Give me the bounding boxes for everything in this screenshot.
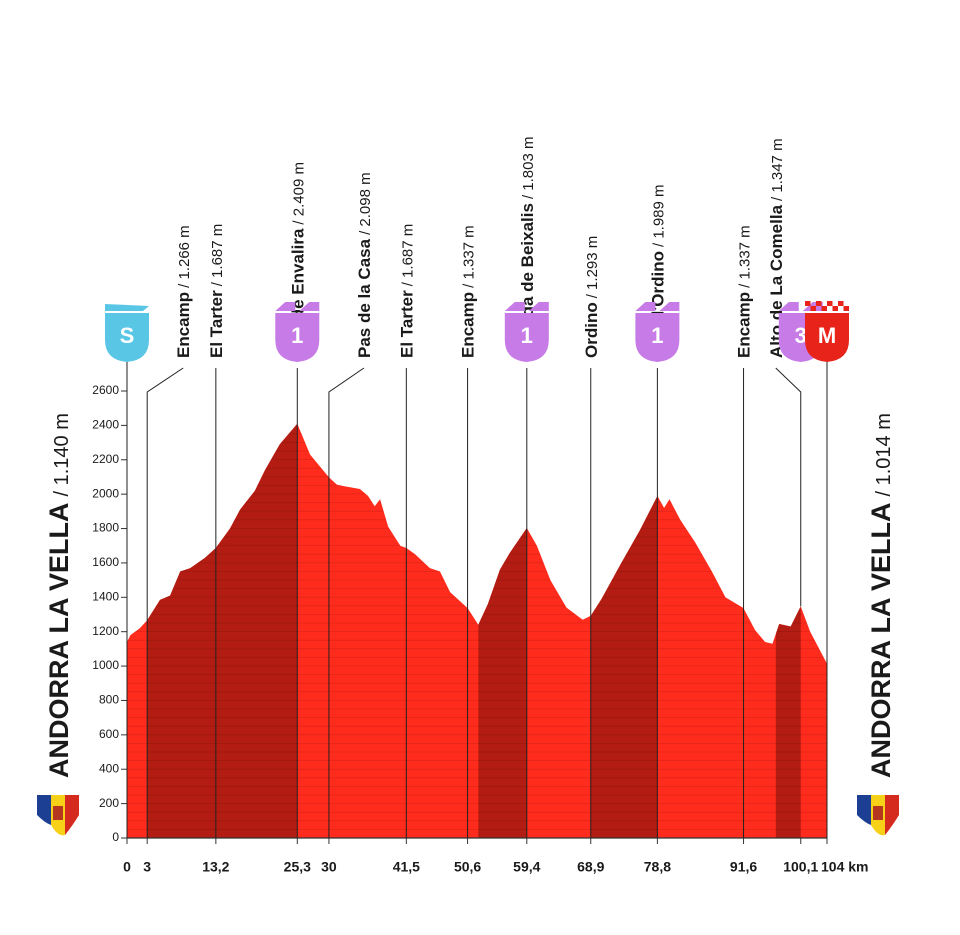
finish-flag bbox=[857, 795, 899, 836]
marker-check bbox=[843, 306, 849, 311]
x-tick-label: 50,6 bbox=[454, 859, 481, 875]
waypoint-label: Ordino / 1.293 m bbox=[582, 236, 601, 358]
waypoint-label: El Tarter / 1.687 m bbox=[397, 224, 416, 358]
y-tick-label: 0 bbox=[112, 830, 119, 844]
marker-flag bbox=[275, 302, 320, 311]
waypoint-altitude: / 2.098 m bbox=[357, 172, 374, 235]
x-tick-label: 0 bbox=[123, 859, 131, 875]
waypoint-name: Pas de la Casa bbox=[355, 238, 374, 358]
y-tick-label: 1200 bbox=[92, 624, 119, 638]
waypoint-altitude: / 1.687 m bbox=[399, 224, 416, 287]
y-tick-label: 2600 bbox=[92, 383, 119, 397]
marker: 1 bbox=[635, 302, 680, 362]
x-tick-label: 3 bbox=[143, 859, 151, 875]
y-tick-label: 800 bbox=[99, 693, 119, 707]
x-tick-label: 91,6 bbox=[730, 859, 757, 875]
marker-shield bbox=[805, 313, 849, 362]
waypoint-altitude: / 1.293 m bbox=[584, 236, 601, 299]
waypoint-altitude: / 1.803 m bbox=[520, 137, 537, 200]
marker-check bbox=[821, 306, 827, 311]
waypoint-altitude: / 1.347 m bbox=[769, 138, 786, 201]
leader-line bbox=[775, 367, 802, 607]
marker-flag bbox=[504, 302, 549, 311]
y-tick-label: 600 bbox=[99, 727, 119, 741]
y-tick-label: 2200 bbox=[92, 452, 119, 466]
marker: M bbox=[805, 301, 849, 362]
marker: 1 bbox=[275, 302, 320, 362]
waypoint-name: Encamp bbox=[459, 292, 478, 358]
marker-check bbox=[816, 301, 822, 306]
waypoint-label: Encamp / 1.337 m bbox=[735, 225, 754, 358]
waypoint-altitude: / 1.687 m bbox=[209, 224, 226, 287]
marker-check bbox=[832, 306, 838, 311]
y-tick-label: 1800 bbox=[92, 521, 119, 535]
waypoint-label: Encamp / 1.337 m bbox=[459, 225, 478, 358]
marker-shield bbox=[635, 313, 680, 362]
y-tick-label: 1400 bbox=[92, 589, 119, 603]
x-tick-label: 68,9 bbox=[577, 859, 604, 875]
marker-check bbox=[810, 306, 816, 311]
marker-label: M bbox=[818, 323, 836, 348]
y-tick-label: 1000 bbox=[92, 658, 119, 672]
marker-shield bbox=[105, 313, 149, 362]
waypoint-altitude: / 2.409 m bbox=[290, 162, 307, 225]
start-altitude: / 1.140 m bbox=[51, 413, 73, 496]
marker-shield bbox=[275, 313, 320, 362]
waypoint-altitude: / 1.337 m bbox=[461, 225, 478, 288]
start-name: ANDORRA LA VELLA bbox=[44, 503, 74, 778]
waypoint-name: Ordino bbox=[582, 302, 601, 358]
waypoint-altitude: / 1.989 m bbox=[650, 184, 667, 247]
y-tick-label: 400 bbox=[99, 761, 119, 775]
waypoint-label: Pas de la Casa / 2.098 m bbox=[355, 172, 374, 358]
marker-label: 1 bbox=[651, 323, 663, 348]
x-tick-label: 104 km bbox=[821, 859, 868, 875]
marker-flag bbox=[635, 302, 680, 311]
marker-check bbox=[827, 301, 833, 306]
climb-segment bbox=[775, 423, 801, 838]
marker-label: S bbox=[120, 323, 135, 348]
x-tick-label: 30 bbox=[321, 859, 337, 875]
waypoint-name: El Tarter bbox=[207, 290, 226, 358]
climb-segment bbox=[478, 423, 527, 838]
x-tick-label: 59,4 bbox=[513, 859, 540, 875]
waypoint-label: El Tarter / 1.687 m bbox=[207, 224, 226, 358]
y-tick-label: 1600 bbox=[92, 555, 119, 569]
start-flag bbox=[37, 795, 79, 836]
x-tick-label: 25,3 bbox=[284, 859, 311, 875]
marker-flag bbox=[105, 304, 149, 311]
x-tick-label: 13,2 bbox=[202, 859, 229, 875]
y-tick-label: 2400 bbox=[92, 418, 119, 432]
waypoint-name: Encamp bbox=[174, 292, 193, 358]
marker-label: 3 bbox=[795, 323, 807, 348]
marker-label: 1 bbox=[291, 323, 303, 348]
y-tick-label: 200 bbox=[99, 796, 119, 810]
finish-label: ANDORRA LA VELLA / 1.014 m bbox=[866, 413, 896, 778]
x-tick-label: 78,8 bbox=[644, 859, 671, 875]
x-tick-label: 41,5 bbox=[393, 859, 420, 875]
start-label: ANDORRA LA VELLA / 1.140 m bbox=[44, 413, 74, 778]
marker-shield bbox=[504, 313, 549, 362]
leader-line bbox=[328, 367, 365, 838]
marker: S bbox=[105, 304, 149, 362]
y-tick-label: 2000 bbox=[92, 486, 119, 500]
climb-segment bbox=[590, 423, 658, 838]
finish-altitude: / 1.014 m bbox=[873, 413, 895, 496]
waypoint-altitude: / 1.337 m bbox=[737, 225, 754, 288]
leader-line bbox=[146, 367, 184, 838]
marker-check bbox=[838, 301, 844, 306]
waypoint-label: Encamp / 1.266 m bbox=[174, 225, 193, 358]
climb-segment bbox=[147, 423, 298, 838]
marker: 1 bbox=[504, 302, 549, 362]
marker-check bbox=[805, 301, 811, 306]
waypoint-name: Encamp bbox=[735, 292, 754, 358]
waypoint-altitude: / 1.266 m bbox=[176, 225, 193, 288]
x-tick-label: 100,1 bbox=[783, 859, 818, 875]
waypoint-name: El Tarter bbox=[397, 290, 416, 358]
marker-label: 1 bbox=[521, 323, 533, 348]
finish-name: ANDORRA LA VELLA bbox=[866, 503, 896, 778]
climb-shading bbox=[147, 423, 801, 838]
